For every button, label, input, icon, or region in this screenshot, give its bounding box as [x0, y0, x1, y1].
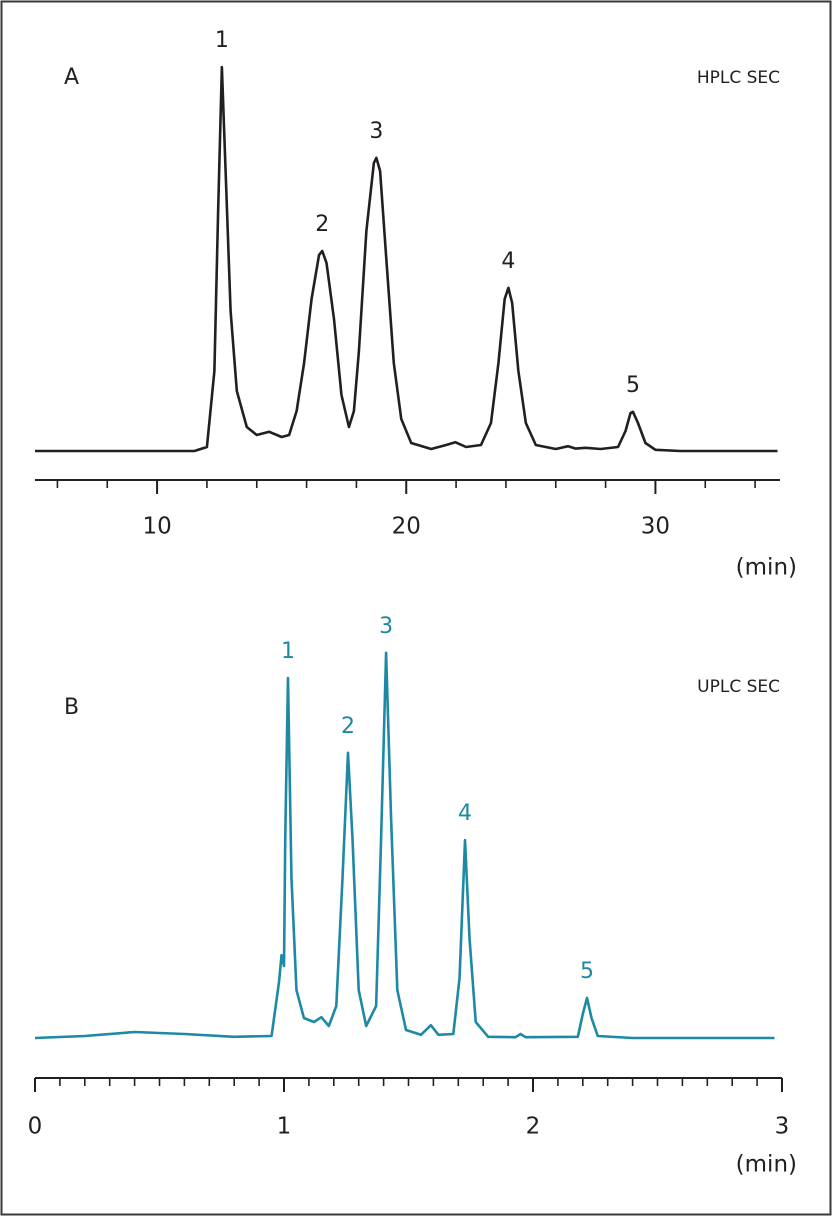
peak-label: 2	[315, 212, 329, 237]
chromatogram-line	[34, 65, 778, 453]
peak-label: 3	[369, 119, 383, 144]
x-tick-label: 2	[526, 1114, 541, 1140]
peak-label: 2	[341, 714, 355, 739]
x-tick-label: 3	[775, 1114, 790, 1140]
panel-label: A	[64, 65, 79, 90]
x-tick-label: 20	[392, 514, 421, 540]
x-tick-label: 1	[277, 1114, 292, 1140]
peak-label: 1	[215, 28, 229, 53]
peak-label: 1	[281, 639, 295, 664]
peak-label: 4	[458, 801, 472, 826]
x-tick-label: 0	[28, 1114, 43, 1140]
x-tick-label: 30	[641, 514, 670, 540]
panel-label: B	[64, 695, 79, 720]
peak-label: 5	[580, 959, 594, 984]
x-tick-label: 10	[142, 514, 171, 540]
x-axis-label: (min)	[736, 555, 797, 581]
panel-subtitle: HPLC SEC	[697, 68, 780, 88]
panel-subtitle: UPLC SEC	[697, 677, 780, 697]
peak-label: 3	[379, 614, 393, 639]
peak-label: 4	[501, 249, 515, 274]
peak-label: 5	[626, 373, 640, 398]
chromatogram-line	[34, 651, 775, 1040]
x-axis-label: (min)	[736, 1152, 797, 1178]
